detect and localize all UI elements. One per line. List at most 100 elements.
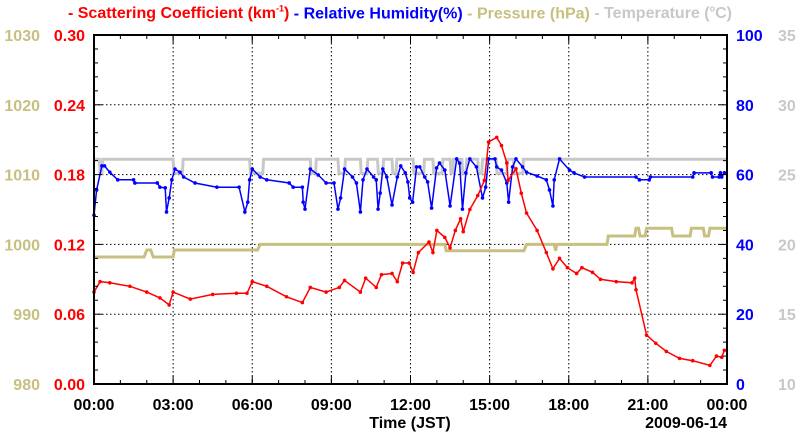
- relative-humidity-point: [178, 170, 182, 174]
- scattering-coefficient-point: [644, 333, 649, 337]
- legend-scattering-tail: ): [284, 5, 290, 23]
- pressure-axis-tick-label: 1020: [4, 98, 40, 115]
- temperature-line: [94, 157, 727, 175]
- legend-scattering: - Scattering Coefficient (km-1): [67, 4, 290, 23]
- legend-temperature-tail: C): [715, 5, 732, 23]
- pressure-axis-tick-label: 990: [13, 307, 40, 324]
- scattering-coefficient-point: [128, 284, 132, 289]
- relative-humidity-point: [381, 167, 385, 171]
- relative-humidity-point: [448, 204, 452, 208]
- x-tick-label: 18:00: [548, 397, 589, 414]
- x-tick-label: 21:00: [627, 397, 668, 414]
- legend-temperature-label: - Temperature (: [589, 5, 710, 23]
- scattering-coefficient-point: [458, 217, 463, 221]
- relative-humidity-point: [710, 175, 715, 179]
- relative-humidity-point: [483, 185, 488, 189]
- relative-humidity-point: [164, 210, 169, 214]
- relative-humidity-point: [115, 178, 120, 182]
- relative-humidity-point: [709, 171, 713, 175]
- scattering-coefficient-point: [482, 178, 487, 183]
- relative-humidity-point: [637, 178, 642, 182]
- scattering-coefficient-point: [358, 290, 363, 294]
- relative-humidity-point: [552, 178, 557, 182]
- scattering-coefficient-point: [565, 265, 570, 270]
- scattering-coefficient-point: [494, 135, 499, 140]
- scattering-coefficient-point: [427, 240, 431, 244]
- scattering-coefficient-point: [411, 270, 415, 275]
- scattering-coefficient-point: [506, 178, 510, 183]
- relative-humidity-point: [429, 206, 434, 210]
- relative-humidity-point: [551, 204, 555, 208]
- scattering-coefficient-point: [664, 349, 669, 354]
- relative-humidity-point: [486, 157, 491, 161]
- ticks: [93, 34, 728, 385]
- relative-humidity-point: [506, 200, 511, 204]
- relative-humidity-point: [634, 175, 638, 179]
- relative-humidity-point: [384, 175, 389, 179]
- relative-humidity-point: [425, 180, 430, 184]
- relative-humidity-point: [403, 171, 408, 175]
- temperature-axis-tick-label: 25: [778, 168, 796, 185]
- relative-humidity-point: [520, 165, 525, 169]
- relative-humidity-point: [468, 157, 472, 161]
- pressure-axis-tick-label: 1000: [4, 237, 40, 254]
- x-axis-title: Time (JST): [369, 415, 451, 432]
- relative-humidity-point: [390, 203, 394, 207]
- relative-humidity-point: [567, 168, 572, 172]
- scattering-coefficient-point: [632, 276, 637, 280]
- scattering-coefficient-point: [614, 279, 619, 284]
- relative-humidity-point: [722, 171, 727, 175]
- legend-scattering-sup: -1: [276, 4, 285, 14]
- relative-humidity-point: [342, 167, 347, 171]
- relative-humidity-point: [718, 171, 723, 175]
- relative-humidity-point: [422, 175, 427, 179]
- relative-humidity-point: [354, 181, 359, 185]
- relative-humidity-point: [371, 175, 376, 179]
- scattering-coefficient-point: [98, 279, 102, 284]
- humidity-axis-tick-label: 40: [736, 237, 754, 254]
- relative-humidity-point: [407, 196, 412, 200]
- relative-humidity-point: [100, 164, 104, 168]
- scattering-coefficient-point: [514, 166, 518, 171]
- temperature-axis-tick-label: 35: [778, 28, 796, 45]
- humidity-axis-tick-label: 80: [736, 98, 754, 115]
- scattering-coefficient-point: [690, 358, 695, 363]
- scattering-coefficient-point: [524, 211, 529, 215]
- x-tick-label: 12:00: [390, 397, 431, 414]
- relative-humidity-point: [493, 157, 497, 161]
- scattering-coefficient-point: [653, 341, 658, 346]
- relative-humidity-point: [167, 196, 171, 200]
- relative-humidity-point: [243, 210, 247, 214]
- relative-humidity-point: [245, 200, 250, 204]
- relative-humidity-point: [308, 167, 313, 171]
- relative-humidity-point: [155, 181, 160, 185]
- scattering-axis-tick-label: 0.12: [54, 237, 85, 254]
- humidity-axis-tick-label: 60: [736, 168, 754, 185]
- relative-humidity-point: [173, 167, 177, 171]
- scattering-coefficient-point: [245, 291, 249, 296]
- relative-humidity-point: [524, 170, 529, 174]
- humidity-axis-tick-label: 0: [736, 377, 745, 394]
- pressure-axis-tick-label: 980: [13, 377, 40, 394]
- legend-scattering-label: - Scattering Coefficient (km: [67, 5, 277, 23]
- relative-humidity-point: [410, 200, 415, 204]
- chart-legend: - Scattering Coefficient (km-1) - Relati…: [0, 4, 800, 23]
- scattering-coefficient-point: [719, 355, 724, 360]
- scattering-coefficient-point: [324, 290, 328, 294]
- date-label: 2009-06-14: [645, 415, 727, 432]
- scattering-axis-tick-label: 0.18: [54, 168, 85, 185]
- relative-humidity-point: [287, 181, 291, 185]
- x-tick-label: 09:00: [311, 397, 352, 414]
- scattering-coefficient-point: [431, 250, 435, 255]
- scattering-coefficient-point: [210, 292, 215, 297]
- relative-humidity-point: [395, 175, 400, 179]
- scattering-coefficient-point: [634, 287, 638, 292]
- scattering-coefficient-point: [171, 290, 175, 294]
- relative-humidity-point: [264, 178, 269, 182]
- scattering-axis-tick-label: 0.24: [54, 98, 85, 115]
- scattering-coefficient-point: [250, 279, 255, 284]
- scattering-coefficient-point: [598, 277, 603, 282]
- scattering-coefficient-point: [144, 290, 149, 294]
- scattering-coefficient-point: [486, 140, 491, 144]
- relative-humidity-point: [648, 175, 653, 179]
